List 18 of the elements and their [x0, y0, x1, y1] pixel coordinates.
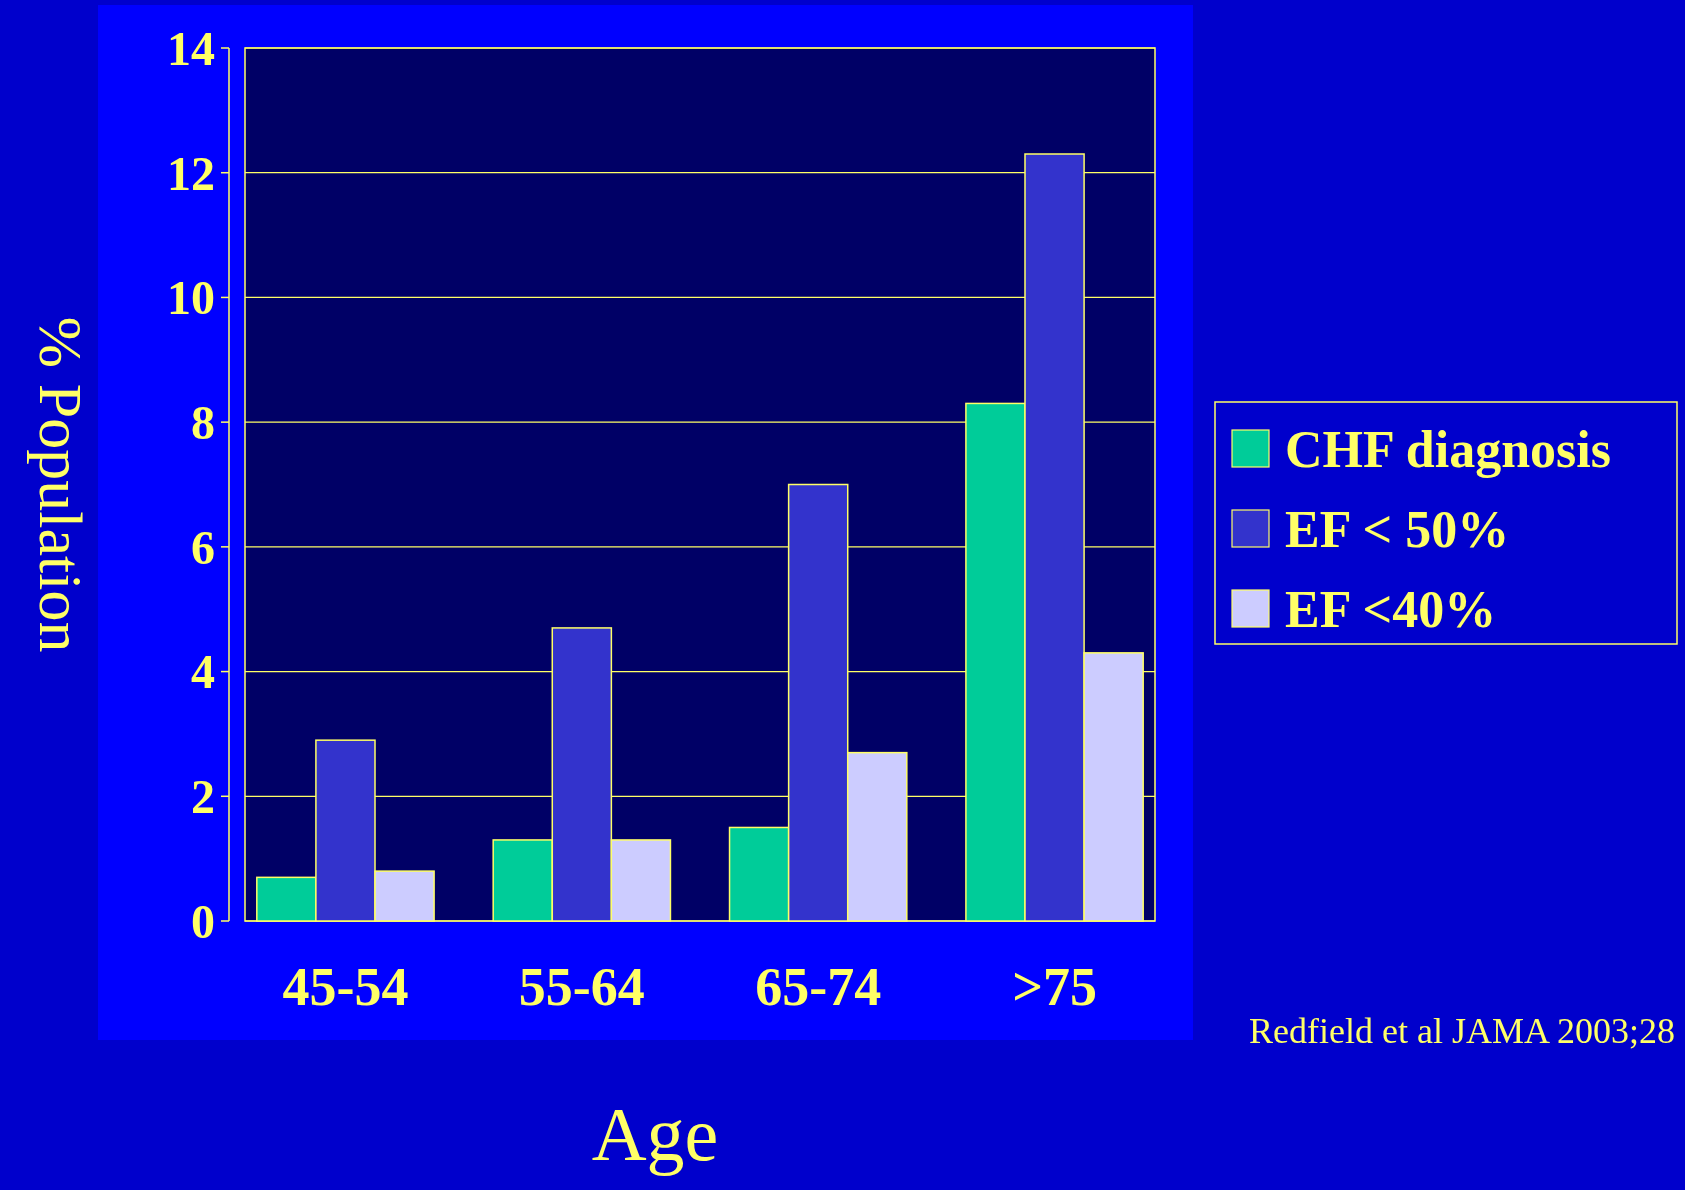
legend-label: CHF diagnosis: [1285, 421, 1612, 479]
y-tick-label: 10: [167, 271, 215, 325]
y-axis-title: % Population: [27, 316, 95, 653]
y-tick-label: 4: [191, 645, 215, 699]
y-tick-label: 12: [167, 146, 215, 200]
x-tick-label: 65-74: [755, 957, 882, 1017]
x-axis-title: Age: [591, 1092, 719, 1176]
y-tick-label: 2: [191, 770, 215, 824]
y-tick-label: 8: [191, 395, 215, 449]
legend-label: EF < 50%: [1285, 501, 1510, 559]
y-tick-label: 6: [191, 520, 215, 574]
y-tick-label: 0: [191, 894, 215, 948]
text: Redfield et al JAMA 2003;28: [1249, 1011, 1675, 1051]
x-tick-label: >75: [1012, 957, 1097, 1017]
x-tick-label: 45-54: [282, 957, 409, 1017]
x-tick-label: 55-64: [518, 957, 645, 1017]
y-tick-label: 14: [167, 21, 215, 75]
legend-label: EF <40%: [1285, 581, 1497, 639]
